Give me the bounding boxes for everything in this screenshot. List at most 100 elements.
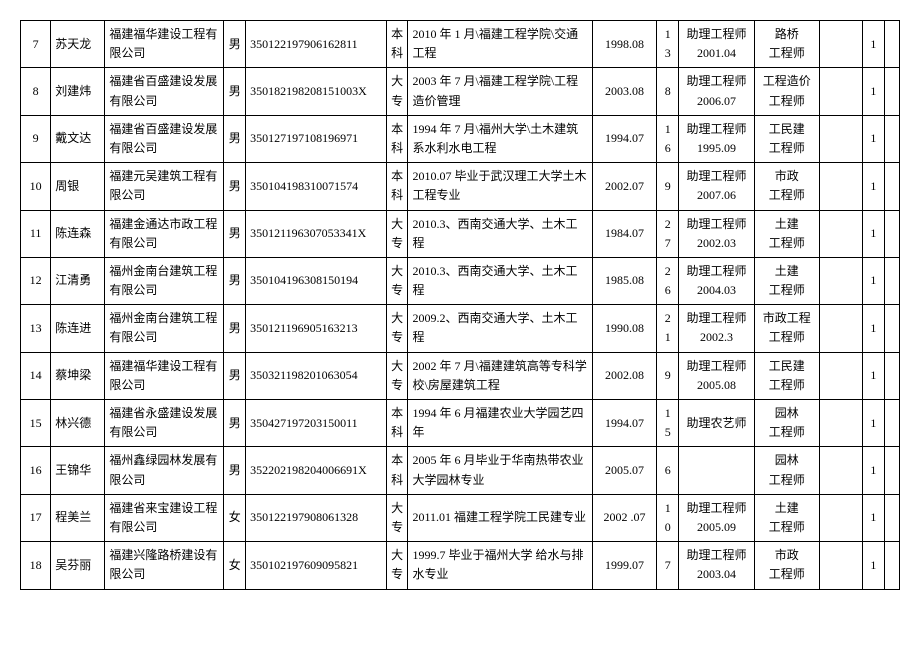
cell-desc: 1994 年 7 月\福州大学\土木建筑系水利水电工程	[408, 115, 592, 162]
cell-n2: 1	[863, 210, 885, 257]
cell-title: 土建工程师	[754, 210, 819, 257]
cell-spacer2	[884, 305, 899, 352]
cell-index: 12	[21, 257, 51, 304]
cell-sex: 男	[224, 21, 246, 68]
cell-idnum: 350182198208151003X	[246, 68, 387, 115]
cell-date: 1984.07	[592, 210, 657, 257]
cell-company: 福建省来宝建设工程有限公司	[105, 494, 224, 541]
cell-sex: 男	[224, 257, 246, 304]
cell-spacer1	[819, 305, 862, 352]
cell-n2: 1	[863, 352, 885, 399]
cell-edu: 大专	[386, 494, 408, 541]
cell-spacer1	[819, 400, 862, 447]
cell-name: 吴芬丽	[51, 542, 105, 589]
cell-n2: 1	[863, 494, 885, 541]
cell-company: 福建福华建设工程有限公司	[105, 352, 224, 399]
cell-cert: 助理工程师2005.09	[679, 494, 755, 541]
cell-cert: 助理工程师2005.08	[679, 352, 755, 399]
table-row: 16王锦华福州鑫绿园林发展有限公司男352202198204006691X本科2…	[21, 447, 900, 494]
cell-spacer1	[819, 163, 862, 210]
table-row: 13陈连进福州金南台建筑工程有限公司男350121196905163213大专2…	[21, 305, 900, 352]
cell-spacer1	[819, 542, 862, 589]
cell-title: 土建工程师	[754, 494, 819, 541]
cell-edu: 本科	[386, 115, 408, 162]
cell-title: 园林工程师	[754, 447, 819, 494]
cell-name: 王锦华	[51, 447, 105, 494]
cell-company: 福建兴隆路桥建设有限公司	[105, 542, 224, 589]
cell-n2: 1	[863, 68, 885, 115]
cell-sex: 女	[224, 542, 246, 589]
cell-name: 陈连进	[51, 305, 105, 352]
cell-n2: 1	[863, 21, 885, 68]
table-row: 11陈连森福建金通达市政工程有限公司男350121196307053341X大专…	[21, 210, 900, 257]
cell-company: 福州金南台建筑工程有限公司	[105, 305, 224, 352]
cell-spacer1	[819, 494, 862, 541]
cell-idnum: 350121196307053341X	[246, 210, 387, 257]
cell-company: 福建元吴建筑工程有限公司	[105, 163, 224, 210]
table-row: 18吴芬丽福建兴隆路桥建设有限公司女350102197609095821大专19…	[21, 542, 900, 589]
cell-cert: 助理工程师1995.09	[679, 115, 755, 162]
cell-company: 福州鑫绿园林发展有限公司	[105, 447, 224, 494]
cell-n1: 13	[657, 21, 679, 68]
cell-desc: 2010.07 毕业于武汉理工大学土木工程专业	[408, 163, 592, 210]
cell-company: 福建福华建设工程有限公司	[105, 21, 224, 68]
cell-sex: 男	[224, 68, 246, 115]
cell-name: 林兴德	[51, 400, 105, 447]
cell-date: 2003.08	[592, 68, 657, 115]
cell-n1: 9	[657, 352, 679, 399]
cell-date: 1994.07	[592, 400, 657, 447]
cell-cert: 助理工程师2003.04	[679, 542, 755, 589]
cell-n2: 1	[863, 305, 885, 352]
cell-index: 10	[21, 163, 51, 210]
cell-title: 土建工程师	[754, 257, 819, 304]
cell-cert: 助理工程师2007.06	[679, 163, 755, 210]
cell-company: 福建省永盛建设发展有限公司	[105, 400, 224, 447]
cell-cert: 助理工程师2006.07	[679, 68, 755, 115]
cell-sex: 男	[224, 352, 246, 399]
cell-index: 9	[21, 115, 51, 162]
cell-idnum: 350427197203150011	[246, 400, 387, 447]
cell-title: 工民建工程师	[754, 352, 819, 399]
cell-idnum: 350104198310071574	[246, 163, 387, 210]
cell-desc: 1999.7 毕业于福州大学 给水与排水专业	[408, 542, 592, 589]
cell-spacer2	[884, 163, 899, 210]
cell-idnum: 350104196308150194	[246, 257, 387, 304]
cell-desc: 2002 年 7 月\福建建筑高等专科学校\房屋建筑工程	[408, 352, 592, 399]
cell-edu: 大专	[386, 68, 408, 115]
cell-spacer2	[884, 447, 899, 494]
cell-cert: 助理工程师2001.04	[679, 21, 755, 68]
cell-idnum: 350122197906162811	[246, 21, 387, 68]
table-row: 8刘建炜福建省百盛建设发展有限公司男350182198208151003X大专2…	[21, 68, 900, 115]
cell-title: 市政工程工程师	[754, 305, 819, 352]
cell-spacer1	[819, 447, 862, 494]
cell-n2: 1	[863, 163, 885, 210]
cell-name: 江清勇	[51, 257, 105, 304]
table-row: 15林兴德福建省永盛建设发展有限公司男350427197203150011本科1…	[21, 400, 900, 447]
cell-n1: 7	[657, 542, 679, 589]
cell-n1: 15	[657, 400, 679, 447]
cell-edu: 本科	[386, 447, 408, 494]
cell-index: 13	[21, 305, 51, 352]
cell-name: 刘建炜	[51, 68, 105, 115]
cell-n1: 16	[657, 115, 679, 162]
cell-title: 园林工程师	[754, 400, 819, 447]
cell-n1: 21	[657, 305, 679, 352]
table-row: 12江清勇福州金南台建筑工程有限公司男350104196308150194大专2…	[21, 257, 900, 304]
cell-spacer1	[819, 210, 862, 257]
cell-edu: 本科	[386, 21, 408, 68]
cell-idnum: 352202198204006691X	[246, 447, 387, 494]
cell-index: 18	[21, 542, 51, 589]
cell-spacer2	[884, 494, 899, 541]
cell-spacer1	[819, 68, 862, 115]
cell-name: 戴文达	[51, 115, 105, 162]
cell-n1: 27	[657, 210, 679, 257]
cell-n1: 26	[657, 257, 679, 304]
cell-idnum: 350121196905163213	[246, 305, 387, 352]
cell-index: 11	[21, 210, 51, 257]
cell-date: 1998.08	[592, 21, 657, 68]
cell-title: 路桥工程师	[754, 21, 819, 68]
table-row: 9戴文达福建省百盛建设发展有限公司男350127197108196971本科19…	[21, 115, 900, 162]
cell-company: 福建省百盛建设发展有限公司	[105, 68, 224, 115]
cell-n1: 10	[657, 494, 679, 541]
cell-n2: 1	[863, 447, 885, 494]
